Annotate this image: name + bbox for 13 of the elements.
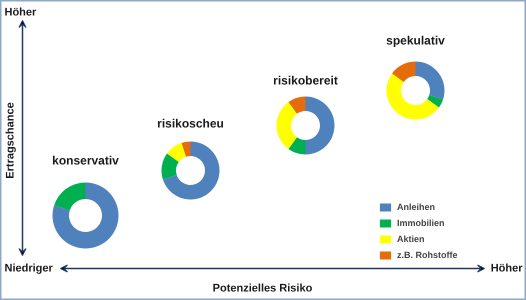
- text: Höher: [4, 6, 37, 18]
- legend-label: Anleihen: [397, 202, 436, 212]
- legend-label: Aktien: [397, 234, 425, 244]
- slice-label: konservativ: [52, 154, 120, 168]
- text: Potenzielles Risiko: [212, 282, 313, 294]
- slice-label: risikobereit: [273, 74, 338, 88]
- text: Niedriger: [4, 262, 54, 274]
- text: Höher: [490, 262, 524, 274]
- slice-label: spekulativ: [386, 34, 446, 48]
- legend-label: z.B. Rohstoffe: [397, 250, 458, 260]
- legend-label: Immobilien: [397, 218, 445, 228]
- slice-label: risikoscheu: [157, 116, 224, 130]
- text: Ertragschance: [4, 102, 16, 179]
